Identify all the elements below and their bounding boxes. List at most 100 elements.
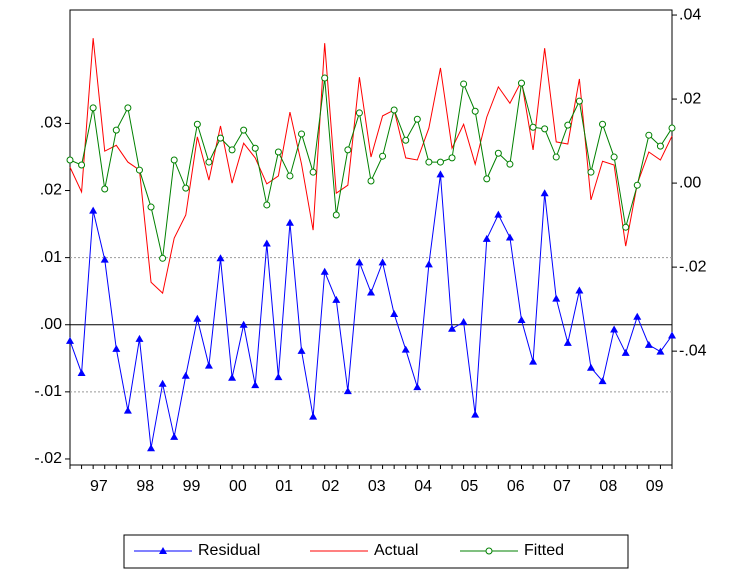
marker [471,107,479,115]
marker [402,136,410,144]
x-tick-label: 01 [275,478,293,495]
marker [285,218,294,226]
marker [123,406,132,414]
marker [112,344,121,352]
x-tick-label: 03 [368,478,386,495]
y2-tick-label: .04 [679,6,701,23]
marker [564,121,572,129]
marker [274,148,282,156]
marker [413,383,422,391]
marker [668,124,676,132]
marker [77,369,86,377]
marker [147,203,155,211]
marker [390,106,398,114]
marker [633,181,641,189]
marker [228,373,237,381]
marker [401,345,410,353]
marker [204,361,213,369]
marker [482,234,491,242]
marker [379,152,387,160]
x-tick-label: 07 [553,478,571,495]
marker [448,154,456,162]
legend-marker [485,547,493,555]
marker [320,267,329,275]
marker [621,348,630,356]
marker [89,206,98,214]
marker [505,233,514,241]
marker [367,177,375,185]
marker [598,377,607,385]
marker [529,357,538,365]
marker [644,340,653,348]
marker [321,74,329,82]
marker [540,189,549,197]
y2-tick-label: .02 [679,90,701,107]
marker [332,211,340,219]
y-tick-label: .02 [40,182,62,199]
marker [78,161,86,169]
y-tick-label: -.01 [34,383,62,400]
marker [668,331,676,339]
marker [390,310,399,318]
x-tick-label: 02 [322,478,340,495]
marker [216,254,225,262]
x-tick-label: 99 [183,478,201,495]
marker [425,158,433,166]
marker [471,410,480,418]
y-tick-label: .00 [40,316,62,333]
y2-tick-label: .00 [679,174,701,191]
series-line [69,38,673,295]
legend-label: Residual [198,542,260,559]
marker [541,125,549,133]
marker [205,158,213,166]
marker [332,295,341,303]
marker [147,444,156,452]
marker [135,334,144,342]
y2-tick-label: -.04 [679,342,707,359]
marker [309,412,318,420]
marker [297,346,306,354]
marker [448,324,457,332]
marker [181,371,190,379]
marker [436,170,445,178]
marker [552,153,560,161]
marker [459,318,468,326]
x-tick-label: 08 [599,478,617,495]
marker [100,255,109,263]
marker [552,294,561,302]
marker [610,325,619,333]
marker [586,363,595,371]
marker [170,156,178,164]
marker [217,134,224,142]
marker [460,80,468,88]
marker [66,156,74,164]
marker [343,387,352,395]
marker [529,123,537,131]
marker [424,260,433,268]
legend-marker [159,547,167,554]
x-tick-label: 97 [90,478,108,495]
legend-label: Actual [374,542,418,559]
marker [575,97,583,105]
marker [436,158,444,166]
y2-tick-label: -.02 [679,258,707,275]
legend-box [123,534,629,569]
marker [367,288,375,296]
marker [518,79,525,87]
marker [563,338,572,346]
y-tick-label: .03 [40,115,62,132]
marker [89,104,97,112]
marker [298,130,306,138]
marker [240,126,248,134]
marker [517,316,526,324]
x-tick-label: 00 [229,478,247,495]
x-tick-label: 09 [646,478,664,495]
x-tick-label: 04 [414,478,432,495]
marker [239,320,248,328]
marker [159,254,167,262]
marker [158,379,167,387]
marker [656,142,664,150]
marker [135,166,143,174]
